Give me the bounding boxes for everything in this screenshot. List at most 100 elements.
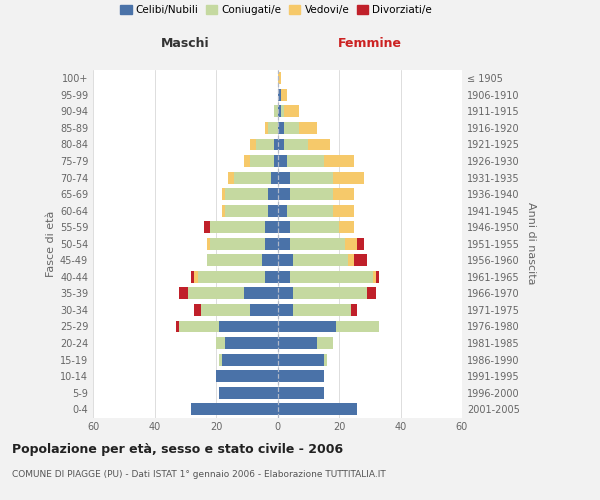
Bar	[333, 204, 355, 216]
Text: Femmine: Femmine	[338, 37, 402, 50]
Bar	[250, 304, 277, 316]
Bar	[284, 138, 308, 150]
Bar	[207, 254, 262, 266]
Bar	[277, 172, 290, 183]
Bar	[373, 271, 376, 283]
Bar	[277, 122, 284, 134]
Bar	[323, 155, 355, 167]
Bar	[317, 337, 333, 349]
Bar	[277, 304, 293, 316]
Bar	[188, 288, 244, 300]
Bar	[225, 188, 268, 200]
Bar	[191, 404, 277, 415]
Y-axis label: Fasce di età: Fasce di età	[46, 210, 56, 277]
Bar	[235, 172, 271, 183]
Bar	[204, 221, 210, 233]
Bar	[274, 155, 277, 167]
Bar	[250, 155, 274, 167]
Bar	[265, 122, 268, 134]
Bar	[277, 254, 293, 266]
Bar	[265, 271, 277, 283]
Bar	[194, 304, 200, 316]
Bar	[284, 106, 299, 118]
Bar	[216, 337, 225, 349]
Bar	[274, 106, 277, 118]
Bar	[333, 188, 355, 200]
Bar	[200, 304, 250, 316]
Bar	[290, 238, 345, 250]
Bar	[277, 271, 290, 283]
Bar	[268, 122, 277, 134]
Bar	[179, 320, 219, 332]
Bar	[228, 172, 235, 183]
Bar	[222, 204, 225, 216]
Bar	[222, 354, 277, 366]
Bar	[290, 188, 333, 200]
Bar	[210, 238, 265, 250]
Bar	[179, 288, 188, 300]
Bar	[284, 122, 299, 134]
Bar	[250, 138, 256, 150]
Bar	[176, 320, 179, 332]
Bar	[244, 155, 250, 167]
Bar	[219, 354, 222, 366]
Bar	[287, 204, 333, 216]
Bar	[197, 271, 265, 283]
Bar	[358, 238, 364, 250]
Bar	[367, 288, 376, 300]
Bar	[277, 238, 290, 250]
Bar	[339, 221, 355, 233]
Bar	[277, 155, 287, 167]
Bar	[274, 138, 277, 150]
Bar	[277, 370, 323, 382]
Text: Maschi: Maschi	[161, 37, 209, 50]
Bar	[244, 288, 277, 300]
Bar	[290, 271, 373, 283]
Legend: Celibi/Nubili, Coniugati/e, Vedovi/e, Divorziati/e: Celibi/Nubili, Coniugati/e, Vedovi/e, Di…	[120, 5, 432, 15]
Bar	[222, 188, 225, 200]
Bar	[290, 221, 339, 233]
Bar	[268, 188, 277, 200]
Bar	[277, 106, 281, 118]
Bar	[277, 386, 323, 398]
Bar	[271, 172, 277, 183]
Bar	[277, 404, 358, 415]
Bar	[308, 138, 330, 150]
Bar	[191, 271, 194, 283]
Bar	[277, 138, 284, 150]
Bar	[287, 155, 323, 167]
Bar	[262, 254, 277, 266]
Bar	[207, 238, 210, 250]
Bar	[277, 221, 290, 233]
Bar	[299, 122, 317, 134]
Bar	[348, 254, 355, 266]
Y-axis label: Anni di nascita: Anni di nascita	[526, 202, 536, 285]
Text: COMUNE DI PIAGGE (PU) - Dati ISTAT 1° gennaio 2006 - Elaborazione TUTTITALIA.IT: COMUNE DI PIAGGE (PU) - Dati ISTAT 1° ge…	[12, 470, 386, 479]
Bar	[194, 271, 197, 283]
Bar	[268, 204, 277, 216]
Bar	[216, 370, 277, 382]
Bar	[293, 254, 348, 266]
Bar	[333, 172, 364, 183]
Bar	[336, 320, 379, 332]
Bar	[281, 106, 284, 118]
Bar	[277, 188, 290, 200]
Bar	[376, 271, 379, 283]
Bar	[281, 89, 287, 101]
Bar	[225, 337, 277, 349]
Bar	[277, 354, 323, 366]
Bar	[277, 288, 293, 300]
Bar	[293, 288, 367, 300]
Bar	[277, 204, 287, 216]
Bar	[256, 138, 274, 150]
Bar	[290, 172, 333, 183]
Bar	[352, 304, 358, 316]
Text: Popolazione per età, sesso e stato civile - 2006: Popolazione per età, sesso e stato civil…	[12, 442, 343, 456]
Bar	[277, 320, 336, 332]
Bar	[265, 221, 277, 233]
Bar	[277, 72, 281, 84]
Bar	[293, 304, 352, 316]
Bar	[355, 254, 367, 266]
Bar	[219, 386, 277, 398]
Bar	[225, 204, 268, 216]
